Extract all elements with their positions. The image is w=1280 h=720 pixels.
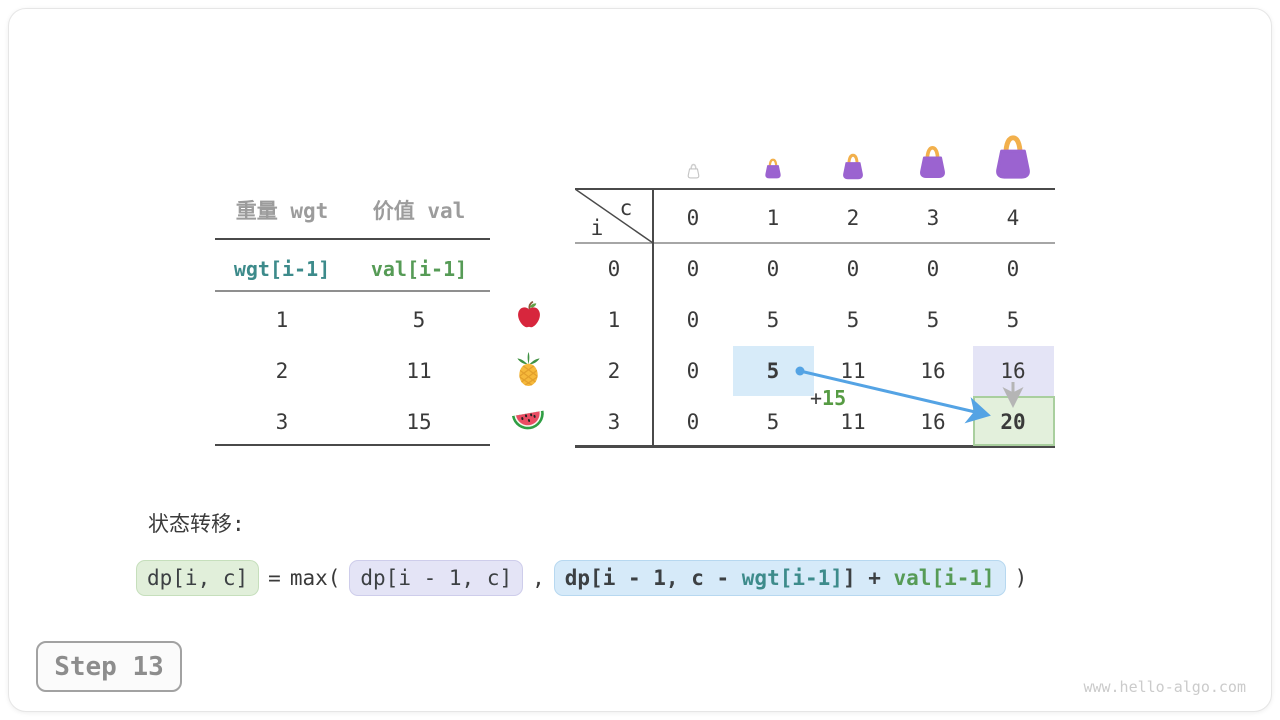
dp-table-top-rule [575,188,1055,190]
dp-cell-0-0: 0 [686,257,700,281]
dp-col-header-1: 1 [766,206,780,230]
dp-cell-1-4: 5 [1006,308,1020,332]
watermelon-icon [511,405,547,436]
state-transition-formula: dp[i, c] = max( dp[i - 1, c] , dp[i - 1,… [136,560,1027,596]
items-subheader-val: val[i-1] [370,257,468,281]
dp-row-header-0: 0 [607,257,621,281]
state-transition-heading: 状态转移: [148,512,245,536]
items-subheader-wgt: wgt[i-1] [233,257,331,281]
take-chip-prefix: dp[i - 1, c - [564,566,742,590]
dp-cell-2-0: 0 [686,359,700,383]
dp-corner-col-var: c [619,196,633,220]
formula-skip-chip: dp[i - 1, c] [349,560,524,596]
take-item-arrow [799,369,991,424]
dp-table-bottom-rule [575,445,1055,448]
items-table-top-rule [215,238,490,240]
dp-cell-1-3: 5 [926,308,940,332]
item-val-1: 5 [412,308,426,332]
dp-cell-1-2: 5 [846,308,860,332]
dp-col-header-4: 4 [1006,206,1020,230]
items-table-bottom-rule [215,444,490,446]
bag-capacity-4-icon [991,134,1035,184]
formula-equals: = [268,566,281,590]
formula-take-chip: dp[i - 1, c - wgt[i-1]] + val[i-1] [553,560,1006,596]
dp-cell-2-1: 5 [766,359,780,383]
dp-corner-diagonal [574,188,654,247]
dp-corner-row-var: i [590,216,604,240]
item-val-3: 15 [406,410,432,434]
dp-cell-3-2: 11 [840,410,866,434]
dp-row-header-2: 2 [607,359,621,383]
dp-row-header-1: 1 [607,308,621,332]
dp-cell-2-3: 16 [920,359,946,383]
dp-cell-0-4: 0 [1006,257,1020,281]
apple-icon [514,299,544,330]
dp-cell-3-3: 16 [920,410,946,434]
dp-cell-0-3: 0 [926,257,940,281]
take-chip-val: val[i-1] [893,566,995,590]
item-val-2: 11 [406,359,432,383]
dp-table-header-rule [575,242,1055,244]
dp-col-header-0: 0 [686,206,700,230]
pineapple-icon [513,350,544,387]
item-wgt-2: 2 [275,359,289,383]
dp-cell-3-4: 20 [1000,410,1026,434]
item-wgt-1: 1 [275,308,289,332]
items-header-value: 价值 val [372,199,466,223]
dp-cell-2-4: 16 [1000,359,1026,383]
added-value-label: +15 [810,386,846,410]
item-wgt-3: 3 [275,410,289,434]
dp-row-header-3: 3 [607,410,621,434]
dp-cell-1-0: 0 [686,308,700,332]
bag-capacity-2-icon [840,153,866,184]
formula-comma: , [532,566,545,590]
dp-col-header-3: 3 [926,206,940,230]
items-table-mid-rule [215,290,490,292]
dp-cell-0-1: 0 [766,257,780,281]
bag-capacity-1-icon [763,158,783,183]
dp-cell-3-0: 0 [686,410,700,434]
watermark: www.hello-algo.com [1083,678,1246,696]
dp-col-header-2: 2 [846,206,860,230]
take-chip-wgt: wgt[i-1] [741,566,843,590]
formula-close-paren: ) [1014,566,1028,590]
bag-capacity-0-icon [686,163,701,183]
take-chip-mid: ] + [842,566,894,590]
dp-cell-1-1: 5 [766,308,780,332]
transition-arrows [560,330,1080,464]
bag-capacity-3-icon [916,145,949,183]
items-header-weight: 重量 wgt [235,199,329,223]
dp-cell-2-2: 11 [840,359,866,383]
plus-sign: + [810,386,823,410]
dp-table-vertical-rule [652,189,654,446]
step-badge: Step 13 [36,641,182,692]
dp-cell-0-2: 0 [846,257,860,281]
formula-max-open: max( [289,566,341,590]
dp-cell-3-1: 5 [766,410,780,434]
formula-lhs-chip: dp[i, c] [136,560,260,596]
added-value: 15 [822,386,847,410]
